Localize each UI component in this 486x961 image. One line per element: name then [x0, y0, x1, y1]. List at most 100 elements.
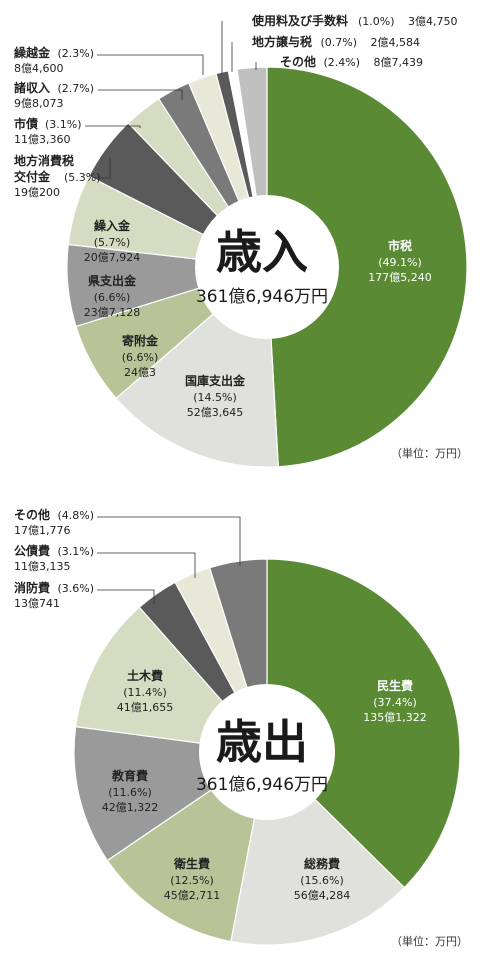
- slice-pct: (5.3%): [64, 171, 101, 184]
- slice-pct: (6.6%): [94, 291, 131, 304]
- slice-label-3: 県支出金 (6.6%) 23億7,128: [84, 273, 141, 319]
- slice-pct: (2.4%): [324, 56, 361, 69]
- slice-pct: (11.4%): [123, 686, 167, 699]
- slice-label-2: 衛生費 (12.5%) 45億2,711: [164, 856, 221, 902]
- slice-amount: 45億2,711: [164, 889, 221, 902]
- slice-name: 市債: [14, 116, 38, 131]
- chart-title: 歳入: [216, 225, 308, 279]
- slice-name: 使用料及び手数料: [251, 13, 348, 28]
- slice-label-4: 繰入金 (5.7%) 20億7,924: [84, 218, 141, 264]
- slice-amount: 8億7,439: [374, 56, 424, 69]
- pie-slice-0: [266, 558, 461, 889]
- slice-pct: (6.6%): [122, 351, 159, 364]
- slice-name: 繰入金: [94, 218, 131, 233]
- slice-pct: (5.7%): [94, 236, 131, 249]
- slice-pct: (2.3%): [58, 47, 95, 60]
- slice-amount: 41億1,655: [117, 701, 174, 714]
- slice-pct: (3.1%): [45, 118, 82, 131]
- chart-title: 歳出: [216, 715, 308, 769]
- slice-amount: 17億1,776: [14, 524, 71, 537]
- slice-name: その他: [280, 54, 316, 69]
- slice-amount: 20億7,924: [84, 251, 141, 264]
- slice-pct: (1.0%): [358, 15, 395, 28]
- slice-pct: (14.5%): [193, 391, 237, 404]
- slice-label-2: 寄附金 (6.6%) 24億3: [122, 333, 159, 379]
- leader-line: [98, 89, 183, 100]
- slice-name: 総務費: [304, 856, 340, 871]
- slice-pct: (49.1%): [378, 256, 422, 269]
- slice-amount: 19億200: [14, 186, 60, 199]
- slice-amount: 42億1,322: [102, 801, 159, 814]
- slice-amount: 13億741: [14, 597, 60, 610]
- donut-hole: [195, 195, 339, 339]
- outside-label-2: その他 (4.8%) 17億1,776: [14, 507, 241, 566]
- slice-name: 県支出金: [88, 273, 137, 288]
- leader-line: [97, 589, 155, 604]
- slice-amount: 177億5,240: [368, 271, 432, 284]
- outside-label-5: 地方譲与税 (0.7%) 2億4,584: [231, 34, 421, 72]
- slice-label-0: 市税 (49.1%) 177億5,240: [368, 238, 432, 284]
- slice-name: 繰越金: [14, 45, 51, 60]
- slice-name: 公債費: [14, 543, 50, 558]
- outside-label-3: 繰越金 (2.3%) 8億4,600: [14, 45, 204, 75]
- slice-name: 市税: [388, 238, 412, 253]
- slice-pct: (3.1%): [58, 545, 95, 558]
- slice-amount: 9億8,073: [14, 97, 64, 110]
- slice-name: 寄附金: [122, 333, 159, 348]
- slice-pct: (15.6%): [300, 874, 344, 887]
- chart-total: 361億6,946万円: [196, 775, 328, 795]
- donut-hole: [199, 684, 335, 820]
- pie-slice-0: [266, 66, 468, 468]
- slice-name: 教育費: [111, 768, 148, 783]
- slice-amount: 56億4,284: [294, 889, 351, 902]
- slice-name-2: 交付金: [14, 169, 51, 184]
- chart-total: 361億6,946万円: [196, 287, 328, 307]
- leader-line: [97, 552, 196, 578]
- slice-amount: 11億3,360: [14, 133, 71, 146]
- slice-name: 土木費: [127, 668, 163, 683]
- slice-label-4: 土木費 (11.4%) 41億1,655: [117, 668, 174, 714]
- slice-label-1: 国庫支出金 (14.5%) 52億3,645: [185, 373, 246, 419]
- slice-name: 民生費: [377, 678, 413, 693]
- unit-label: （単位：万円）: [391, 446, 468, 460]
- slice-name: その他: [14, 507, 50, 522]
- slice-amount: 23億7,128: [84, 306, 141, 319]
- slice-amount: 52億3,645: [187, 406, 244, 419]
- slice-name: 国庫支出金: [185, 373, 246, 388]
- revenue-pie-chart: 歳入 361億6,946万円 （単位：万円） 市税 (49.1%) 177億5,240 国庫…: [14, 13, 468, 468]
- slice-name: 地方譲与税: [252, 34, 312, 49]
- outside-label-1: 公債費 (3.1%) 11億3,135: [14, 543, 196, 578]
- leader-line: [95, 158, 111, 179]
- leader-line: [97, 54, 204, 75]
- slice-name: 消防費: [14, 580, 50, 595]
- slice-label-0: 民生費 (37.4%) 135億1,322: [363, 678, 427, 724]
- outside-label-4: 使用料及び手数料 (1.0%) 3億4,750: [221, 13, 458, 74]
- slice-amount: 11億3,135: [14, 560, 71, 573]
- slice-pct: (2.7%): [58, 82, 95, 95]
- outside-label-2: 諸収入 (2.7%) 9億8,073: [14, 80, 183, 110]
- outside-label-0: 消防費 (3.6%) 13億741: [14, 580, 155, 610]
- slice-pct: (0.7%): [321, 36, 358, 49]
- slice-pct: (3.6%): [58, 582, 95, 595]
- outside-label-1: 市債 (3.1%) 11億3,360: [14, 116, 141, 146]
- leader-line: [85, 125, 141, 128]
- expenditure-pie-chart: 歳出 361億6,946万円 （単位：万円） 民生費 (37.4%) 135億1,322 総…: [14, 507, 468, 948]
- unit-label: （単位：万円）: [391, 934, 468, 948]
- outside-label-6: その他 (2.4%) 8億7,439: [255, 54, 424, 70]
- leader-line: [97, 516, 241, 566]
- slice-label-1: 総務費 (15.6%) 56億4,284: [294, 856, 351, 902]
- slice-amount: 3億4,750: [408, 15, 458, 28]
- slice-pct: (37.4%): [373, 696, 417, 709]
- slice-label-3: 教育費 (11.6%) 42億1,322: [102, 768, 159, 814]
- slice-name: 諸収入: [14, 80, 50, 95]
- slice-pct: (4.8%): [58, 509, 95, 522]
- slice-name: 衛生費: [173, 856, 210, 871]
- slice-pct: (11.6%): [108, 786, 152, 799]
- slice-pct: (12.5%): [170, 874, 214, 887]
- slice-name: 地方消費税: [14, 153, 74, 168]
- slice-amount: 2億4,584: [371, 36, 421, 49]
- slice-amount: 135億1,322: [363, 711, 427, 724]
- slice-amount: 8億4,600: [14, 62, 64, 75]
